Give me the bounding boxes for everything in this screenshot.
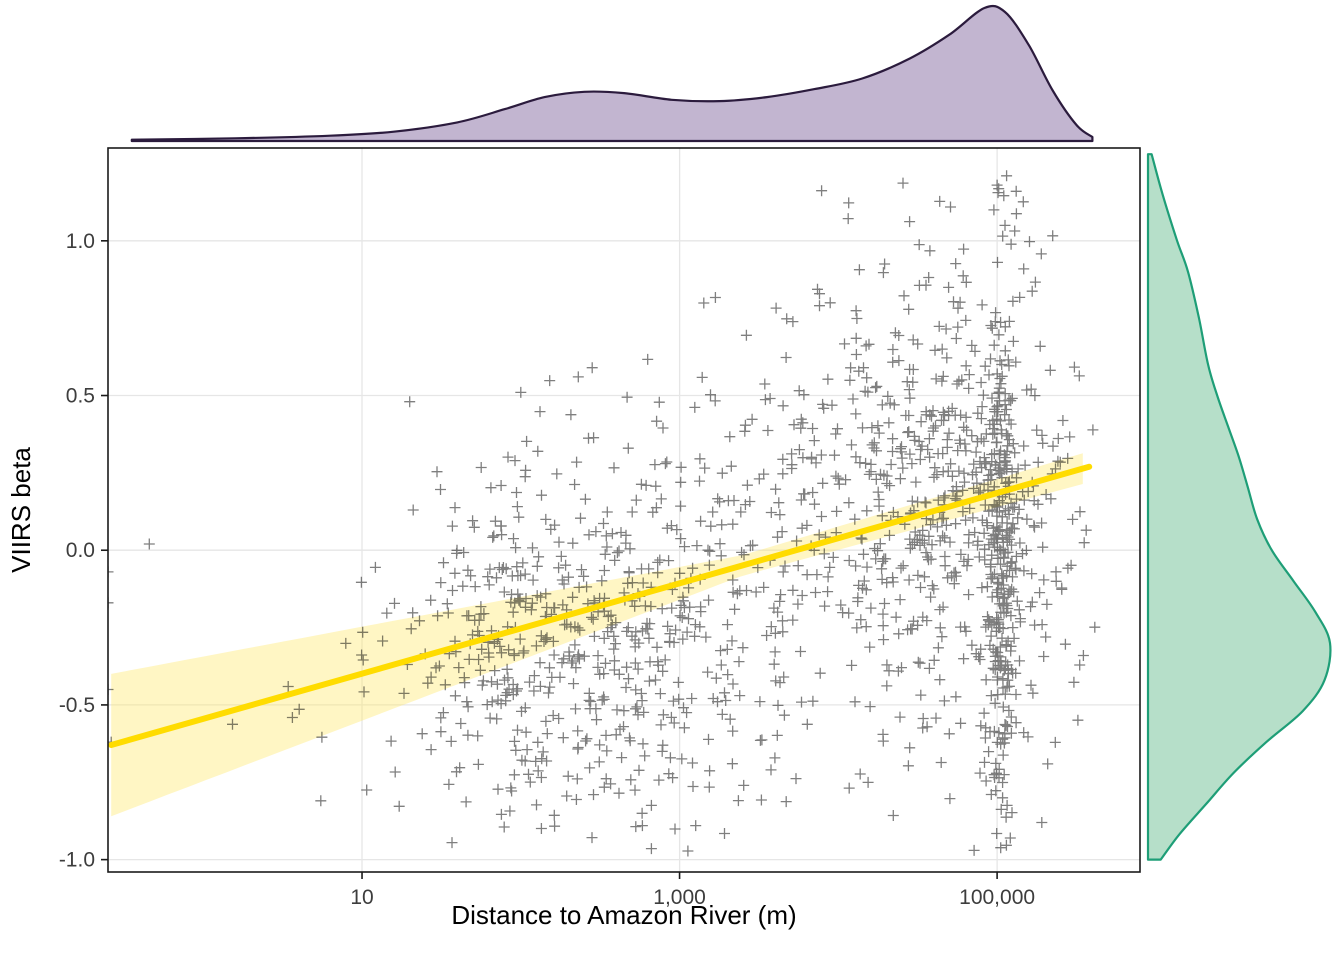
right-marginal-density xyxy=(1146,153,1332,861)
scatter-points xyxy=(108,170,1101,857)
y-tick-label: -1.0 xyxy=(59,849,95,872)
y-axis-title: VIIRS beta xyxy=(6,447,36,573)
y-tick-label: 1.0 xyxy=(66,230,95,253)
y-tick-label: -0.5 xyxy=(59,694,95,717)
top-marginal-density xyxy=(130,4,1094,143)
regression-line xyxy=(108,463,1093,748)
confidence-band xyxy=(111,453,1083,817)
x-tick-label: 1,000 xyxy=(653,886,706,909)
y-tick-label: 0.0 xyxy=(66,539,95,562)
plot-panel xyxy=(108,148,1140,872)
x-tick-label: 10 xyxy=(350,886,373,909)
x-tick-label: 100,000 xyxy=(959,886,1035,909)
panel-border xyxy=(107,147,1141,873)
y-tick-label: 0.5 xyxy=(66,385,95,408)
x-axis-title: Distance to Amazon River (m) xyxy=(451,900,796,930)
